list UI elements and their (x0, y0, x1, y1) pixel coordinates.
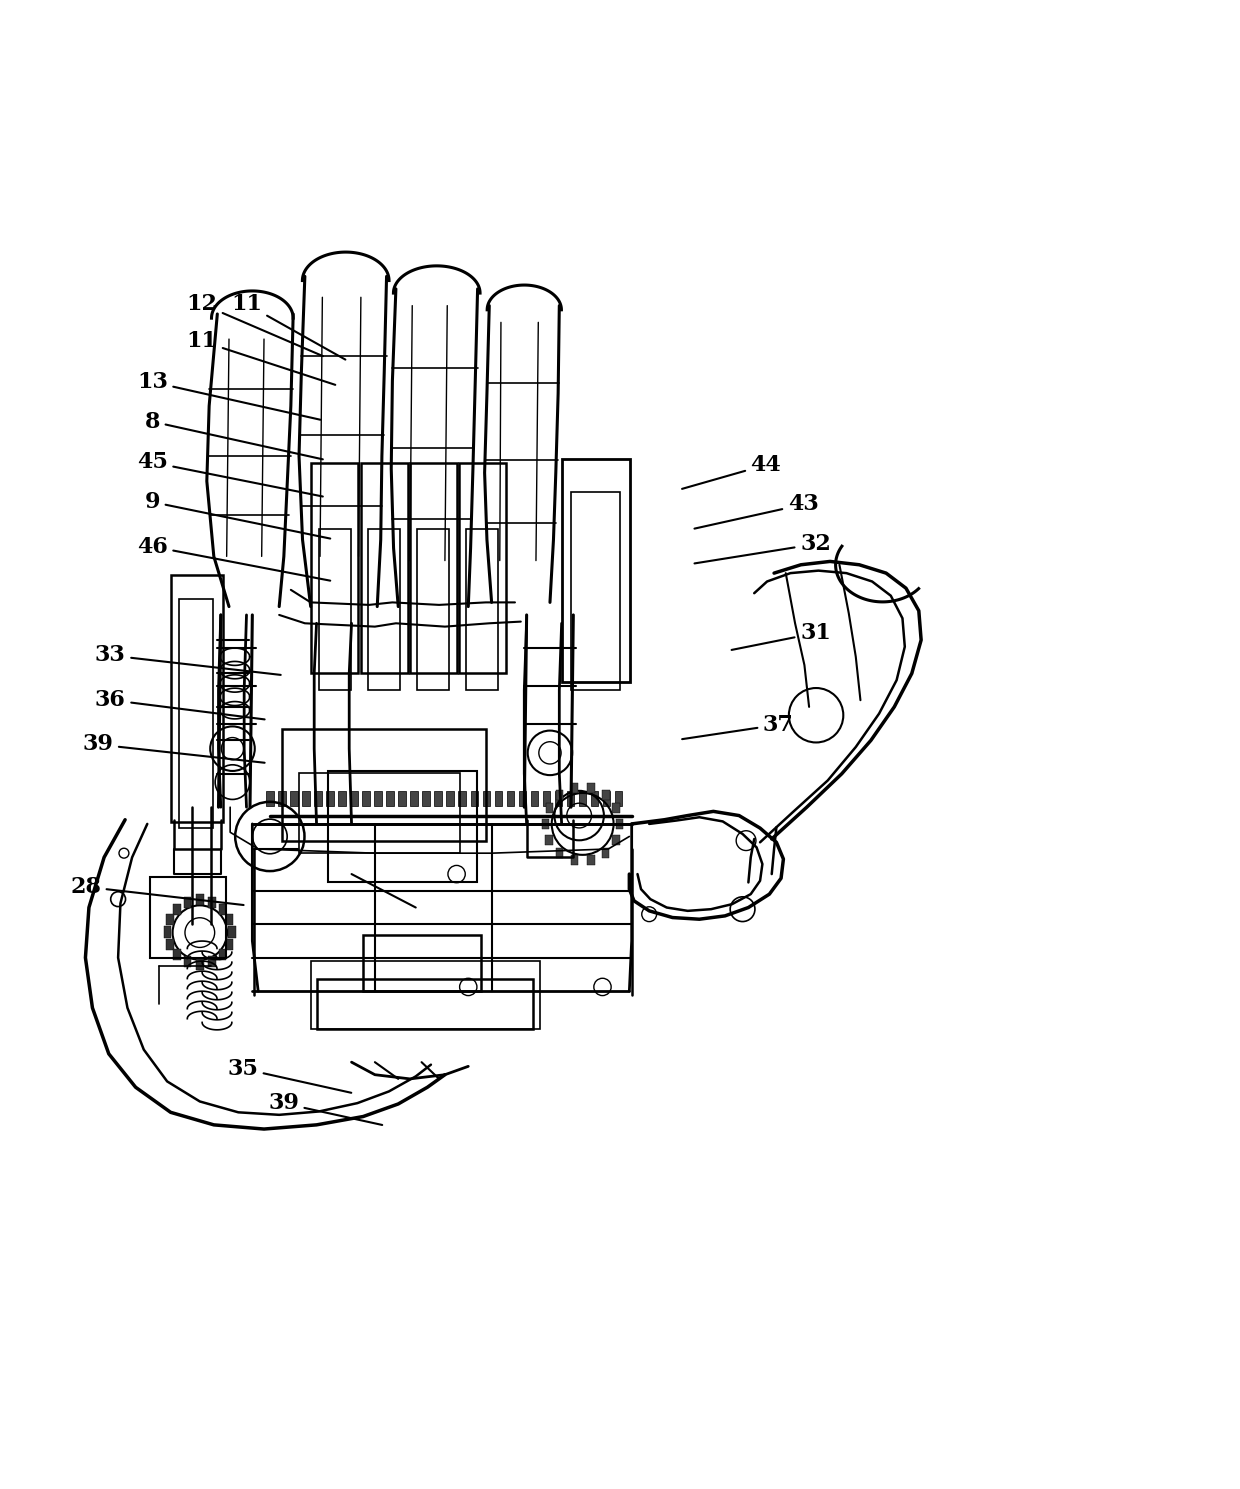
Bar (218, 904, 226, 914)
Text: 46: 46 (136, 536, 330, 581)
Bar (350, 791, 357, 806)
Text: 12: 12 (186, 293, 322, 356)
Bar (299, 773, 460, 853)
Text: 36: 36 (94, 689, 264, 719)
Bar (423, 791, 430, 806)
Bar (311, 463, 357, 673)
Bar (482, 791, 490, 806)
Bar (603, 791, 610, 806)
Bar (554, 791, 562, 806)
Bar (531, 791, 538, 806)
Bar (446, 791, 454, 806)
Bar (579, 791, 587, 806)
Bar (387, 791, 394, 806)
Bar (562, 459, 630, 682)
Bar (434, 791, 441, 806)
Text: 31: 31 (732, 622, 831, 649)
Bar (281, 730, 486, 841)
Bar (613, 803, 620, 813)
Bar (228, 926, 236, 938)
Text: 33: 33 (95, 645, 280, 675)
Bar (410, 463, 456, 673)
Bar (466, 529, 498, 691)
Bar (339, 791, 346, 806)
Bar (311, 960, 539, 1029)
Bar (150, 877, 227, 957)
Bar (208, 896, 216, 908)
Bar (196, 895, 203, 905)
Bar (590, 791, 598, 806)
Bar (546, 803, 553, 813)
Bar (196, 959, 203, 969)
Bar (615, 791, 622, 806)
Bar (314, 791, 321, 806)
Text: 8: 8 (145, 411, 322, 459)
Text: 45: 45 (136, 451, 322, 496)
Bar (570, 783, 578, 792)
Bar (459, 791, 466, 806)
Text: 35: 35 (227, 1057, 351, 1093)
Bar (601, 849, 609, 858)
Bar (303, 791, 310, 806)
Bar (518, 791, 526, 806)
Bar (184, 896, 191, 908)
Bar (226, 914, 233, 925)
Bar (542, 819, 549, 829)
Bar (507, 791, 515, 806)
Bar (319, 529, 351, 691)
Bar (164, 926, 171, 938)
Bar (570, 493, 620, 691)
Bar (179, 599, 213, 828)
Bar (361, 463, 408, 673)
Text: 13: 13 (136, 371, 320, 420)
Text: 32: 32 (694, 533, 831, 563)
Bar (546, 835, 553, 844)
Text: 44: 44 (682, 454, 781, 488)
Bar (613, 835, 620, 846)
Bar (166, 938, 174, 950)
Bar (208, 956, 216, 968)
Text: 39: 39 (82, 734, 264, 762)
Bar (570, 855, 578, 865)
Bar (184, 956, 191, 968)
Bar (556, 847, 563, 858)
Bar (556, 791, 563, 800)
Bar (326, 791, 334, 806)
Bar (329, 771, 476, 883)
Bar (398, 791, 405, 806)
Bar (362, 791, 370, 806)
Bar (410, 791, 418, 806)
Bar (417, 529, 449, 691)
Bar (278, 791, 285, 806)
Text: 9: 9 (145, 491, 330, 539)
Text: 39: 39 (268, 1093, 382, 1126)
Bar (368, 529, 401, 691)
Bar (174, 904, 181, 914)
Bar (470, 791, 477, 806)
Bar (567, 791, 574, 806)
Bar (171, 575, 223, 822)
Bar (316, 980, 533, 1029)
Bar (459, 463, 506, 673)
Text: 11: 11 (186, 331, 335, 384)
Bar (587, 855, 594, 865)
Bar (174, 948, 181, 960)
Bar (363, 935, 481, 992)
Bar (543, 791, 551, 806)
Bar (603, 791, 610, 800)
Bar (588, 783, 595, 792)
Bar (218, 948, 226, 960)
Bar (166, 914, 174, 925)
Bar (374, 791, 382, 806)
Text: 37: 37 (682, 713, 794, 739)
Bar (616, 819, 624, 829)
Text: 11: 11 (231, 293, 346, 360)
Bar (495, 791, 502, 806)
Text: 43: 43 (694, 493, 818, 529)
Bar (226, 938, 233, 950)
Text: 28: 28 (69, 876, 243, 905)
Bar (267, 791, 274, 806)
Bar (290, 791, 298, 806)
